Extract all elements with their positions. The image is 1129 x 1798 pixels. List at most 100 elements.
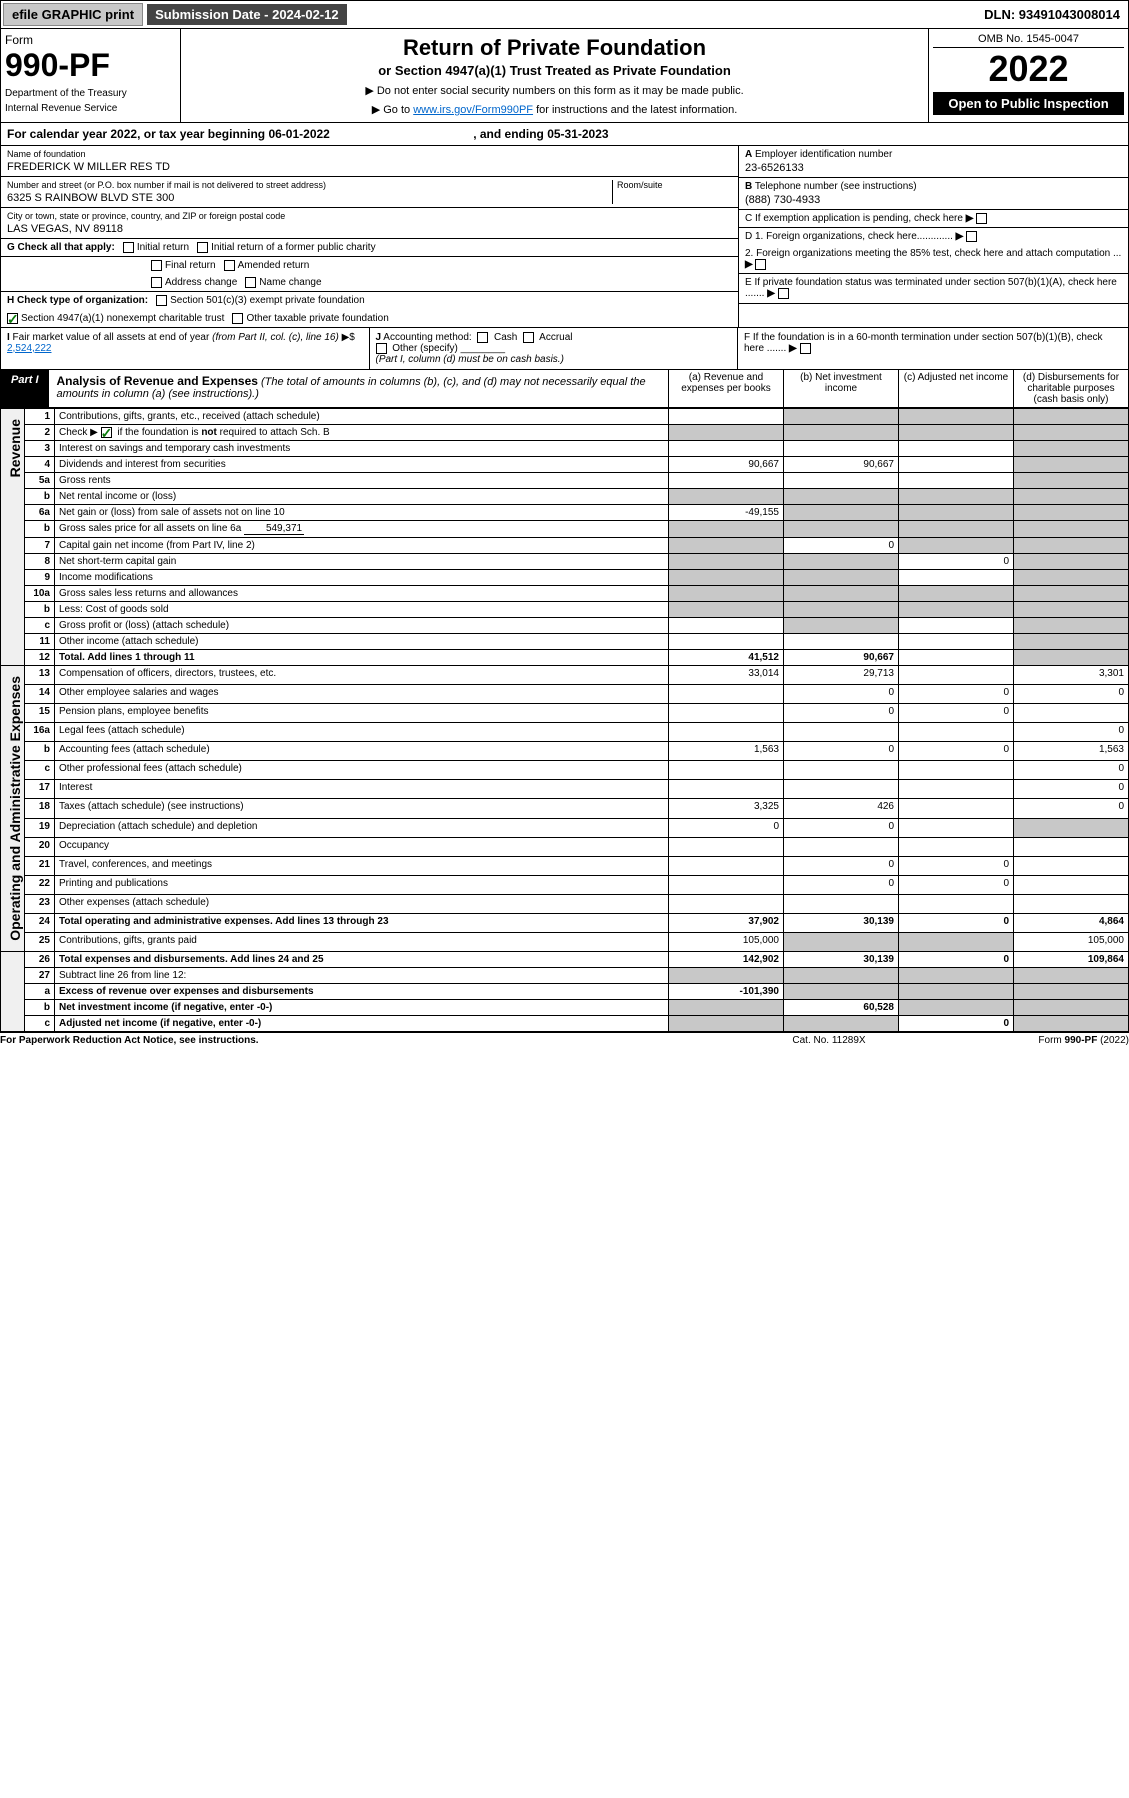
foundation-name: FREDERICK W MILLER RES TD [7, 159, 732, 173]
part-1-table: Revenue 1Contributions, gifts, grants, e… [0, 408, 1129, 1032]
table-row: bNet rental income or (loss) [1, 489, 1129, 505]
checkbox-c[interactable] [976, 213, 987, 224]
checkbox-initial-former[interactable] [197, 242, 208, 253]
table-row: cAdjusted net income (if negative, enter… [1, 1015, 1129, 1031]
revenue-side-label: Revenue [5, 411, 25, 485]
dln: DLN: 93491043008014 [976, 4, 1128, 25]
table-row: 11Other income (attach schedule) [1, 634, 1129, 650]
instruction-1: ▶ Do not enter social security numbers o… [187, 84, 922, 97]
table-row: 6aNet gain or (loss) from sale of assets… [1, 505, 1129, 521]
open-public-badge: Open to Public Inspection [933, 92, 1124, 115]
info-block: Name of foundation FREDERICK W MILLER RE… [0, 146, 1129, 328]
city-state-zip: LAS VEGAS, NV 89118 [7, 221, 732, 235]
part-1-header: Part I Analysis of Revenue and Expenses … [0, 370, 1129, 408]
form-subtitle: or Section 4947(a)(1) Trust Treated as P… [187, 63, 922, 78]
ein-label: A Employer identification number [745, 149, 1122, 160]
col-b-header: (b) Net investment income [783, 370, 898, 407]
table-row: 16aLegal fees (attach schedule)0 [1, 723, 1129, 742]
checkbox-address-change[interactable] [151, 277, 162, 288]
phone-value: (888) 730-4933 [745, 192, 1122, 206]
table-row: 26Total expenses and disbursements. Add … [1, 951, 1129, 967]
ein-value: 23-6526133 [745, 160, 1122, 174]
table-row: 2Check ▶ if the foundation is not requir… [1, 424, 1129, 440]
d2-foreign-85: 2. Foreign organizations meeting the 85%… [739, 245, 1128, 274]
table-row: 23Other expenses (attach schedule) [1, 894, 1129, 913]
table-row: 14Other employee salaries and wages000 [1, 685, 1129, 704]
table-row: bLess: Cost of goods sold [1, 602, 1129, 618]
checkbox-amended-return[interactable] [224, 260, 235, 271]
footer: For Paperwork Reduction Act Notice, see … [0, 1032, 1129, 1048]
c-exemption-pending: C If exemption application is pending, c… [739, 210, 1128, 228]
irs-link[interactable]: www.irs.gov/Form990PF [413, 104, 533, 116]
footer-form-ref: Form 990-PF (2022) [929, 1035, 1129, 1046]
checkbox-e[interactable] [778, 288, 789, 299]
table-row: 4Dividends and interest from securities9… [1, 457, 1129, 473]
table-row: 9Income modifications [1, 570, 1129, 586]
foundation-name-label: Name of foundation [7, 149, 732, 159]
table-row: 19Depreciation (attach schedule) and dep… [1, 818, 1129, 837]
part-1-title: Analysis of Revenue and Expenses [57, 374, 258, 388]
checkbox-other-method[interactable] [376, 343, 387, 354]
checkbox-accrual[interactable] [523, 332, 534, 343]
col-c-header: (c) Adjusted net income [898, 370, 1013, 407]
checkbox-name-change[interactable] [245, 277, 256, 288]
checkbox-cash[interactable] [477, 332, 488, 343]
table-row: 15Pension plans, employee benefits00 [1, 704, 1129, 723]
col-a-header: (a) Revenue and expenses per books [668, 370, 783, 407]
form-number: 990-PF [5, 47, 176, 84]
table-row: 5aGross rents [1, 473, 1129, 489]
top-bar: efile GRAPHIC print Submission Date - 20… [0, 0, 1129, 29]
calendar-year-row: For calendar year 2022, or tax year begi… [0, 123, 1129, 146]
e-terminated: E If private foundation status was termi… [739, 274, 1128, 303]
expenses-side-label: Operating and Administrative Expenses [5, 668, 25, 949]
room-label: Room/suite [617, 180, 732, 190]
table-row: bNet investment income (if negative, ent… [1, 999, 1129, 1015]
city-label: City or town, state or province, country… [7, 211, 732, 221]
table-row: 22Printing and publications00 [1, 875, 1129, 894]
table-row: Operating and Administrative Expenses 13… [1, 666, 1129, 685]
table-row: 3Interest on savings and temporary cash … [1, 441, 1129, 457]
street-label: Number and street (or P.O. box number if… [7, 180, 612, 190]
checkbox-initial-return[interactable] [123, 242, 134, 253]
table-row: 18Taxes (attach schedule) (see instructi… [1, 799, 1129, 818]
instruction-2: ▶ Go to www.irs.gov/Form990PF for instru… [187, 103, 922, 116]
phone-label: B Telephone number (see instructions) [745, 181, 1122, 192]
hij-row: I Fair market value of all assets at end… [0, 328, 1129, 370]
fmv-link[interactable]: 2,524,222 [7, 343, 52, 354]
footer-left: For Paperwork Reduction Act Notice, see … [0, 1035, 729, 1046]
checkbox-other-taxable[interactable] [232, 313, 243, 324]
checkbox-sch-b[interactable] [101, 427, 112, 438]
table-row: bAccounting fees (attach schedule)1,5630… [1, 742, 1129, 761]
d1-foreign: D 1. Foreign organizations, check here..… [739, 228, 1128, 245]
checkbox-f[interactable] [800, 343, 811, 354]
table-row: bGross sales price for all assets on lin… [1, 521, 1129, 538]
checkbox-d1[interactable] [966, 231, 977, 242]
h-label: H Check type of organization: [7, 295, 148, 306]
checkbox-4947[interactable] [7, 313, 18, 324]
checkbox-d2[interactable] [755, 259, 766, 270]
table-row: 24Total operating and administrative exp… [1, 913, 1129, 932]
part-1-tag: Part I [1, 370, 49, 407]
checkbox-final-return[interactable] [151, 260, 162, 271]
col-d-header: (d) Disbursements for charitable purpose… [1013, 370, 1128, 407]
table-row: cGross profit or (loss) (attach schedule… [1, 618, 1129, 634]
submission-date: Submission Date - 2024-02-12 [147, 4, 347, 25]
form-label: Form [5, 33, 176, 47]
footer-cat-no: Cat. No. 11289X [729, 1035, 929, 1046]
irs-label: Internal Revenue Service [5, 103, 176, 114]
table-row: 7Capital gain net income (from Part IV, … [1, 538, 1129, 554]
form-title: Return of Private Foundation [187, 35, 922, 61]
table-row: 10aGross sales less returns and allowanc… [1, 586, 1129, 602]
form-header: Form 990-PF Department of the Treasury I… [0, 29, 1129, 123]
checkbox-501c3[interactable] [156, 295, 167, 306]
table-row: Revenue 1Contributions, gifts, grants, e… [1, 408, 1129, 424]
table-row: aExcess of revenue over expenses and dis… [1, 983, 1129, 999]
street-address: 6325 S RAINBOW BLVD STE 300 [7, 190, 612, 204]
dept-treasury: Department of the Treasury [5, 88, 176, 99]
efile-print-button[interactable]: efile GRAPHIC print [3, 3, 143, 26]
table-row: 27Subtract line 26 from line 12: [1, 967, 1129, 983]
table-row: 25Contributions, gifts, grants paid105,0… [1, 932, 1129, 951]
table-row: cOther professional fees (attach schedul… [1, 761, 1129, 780]
tax-year: 2022 [933, 48, 1124, 90]
table-row: 12Total. Add lines 1 through 1141,51290,… [1, 650, 1129, 666]
